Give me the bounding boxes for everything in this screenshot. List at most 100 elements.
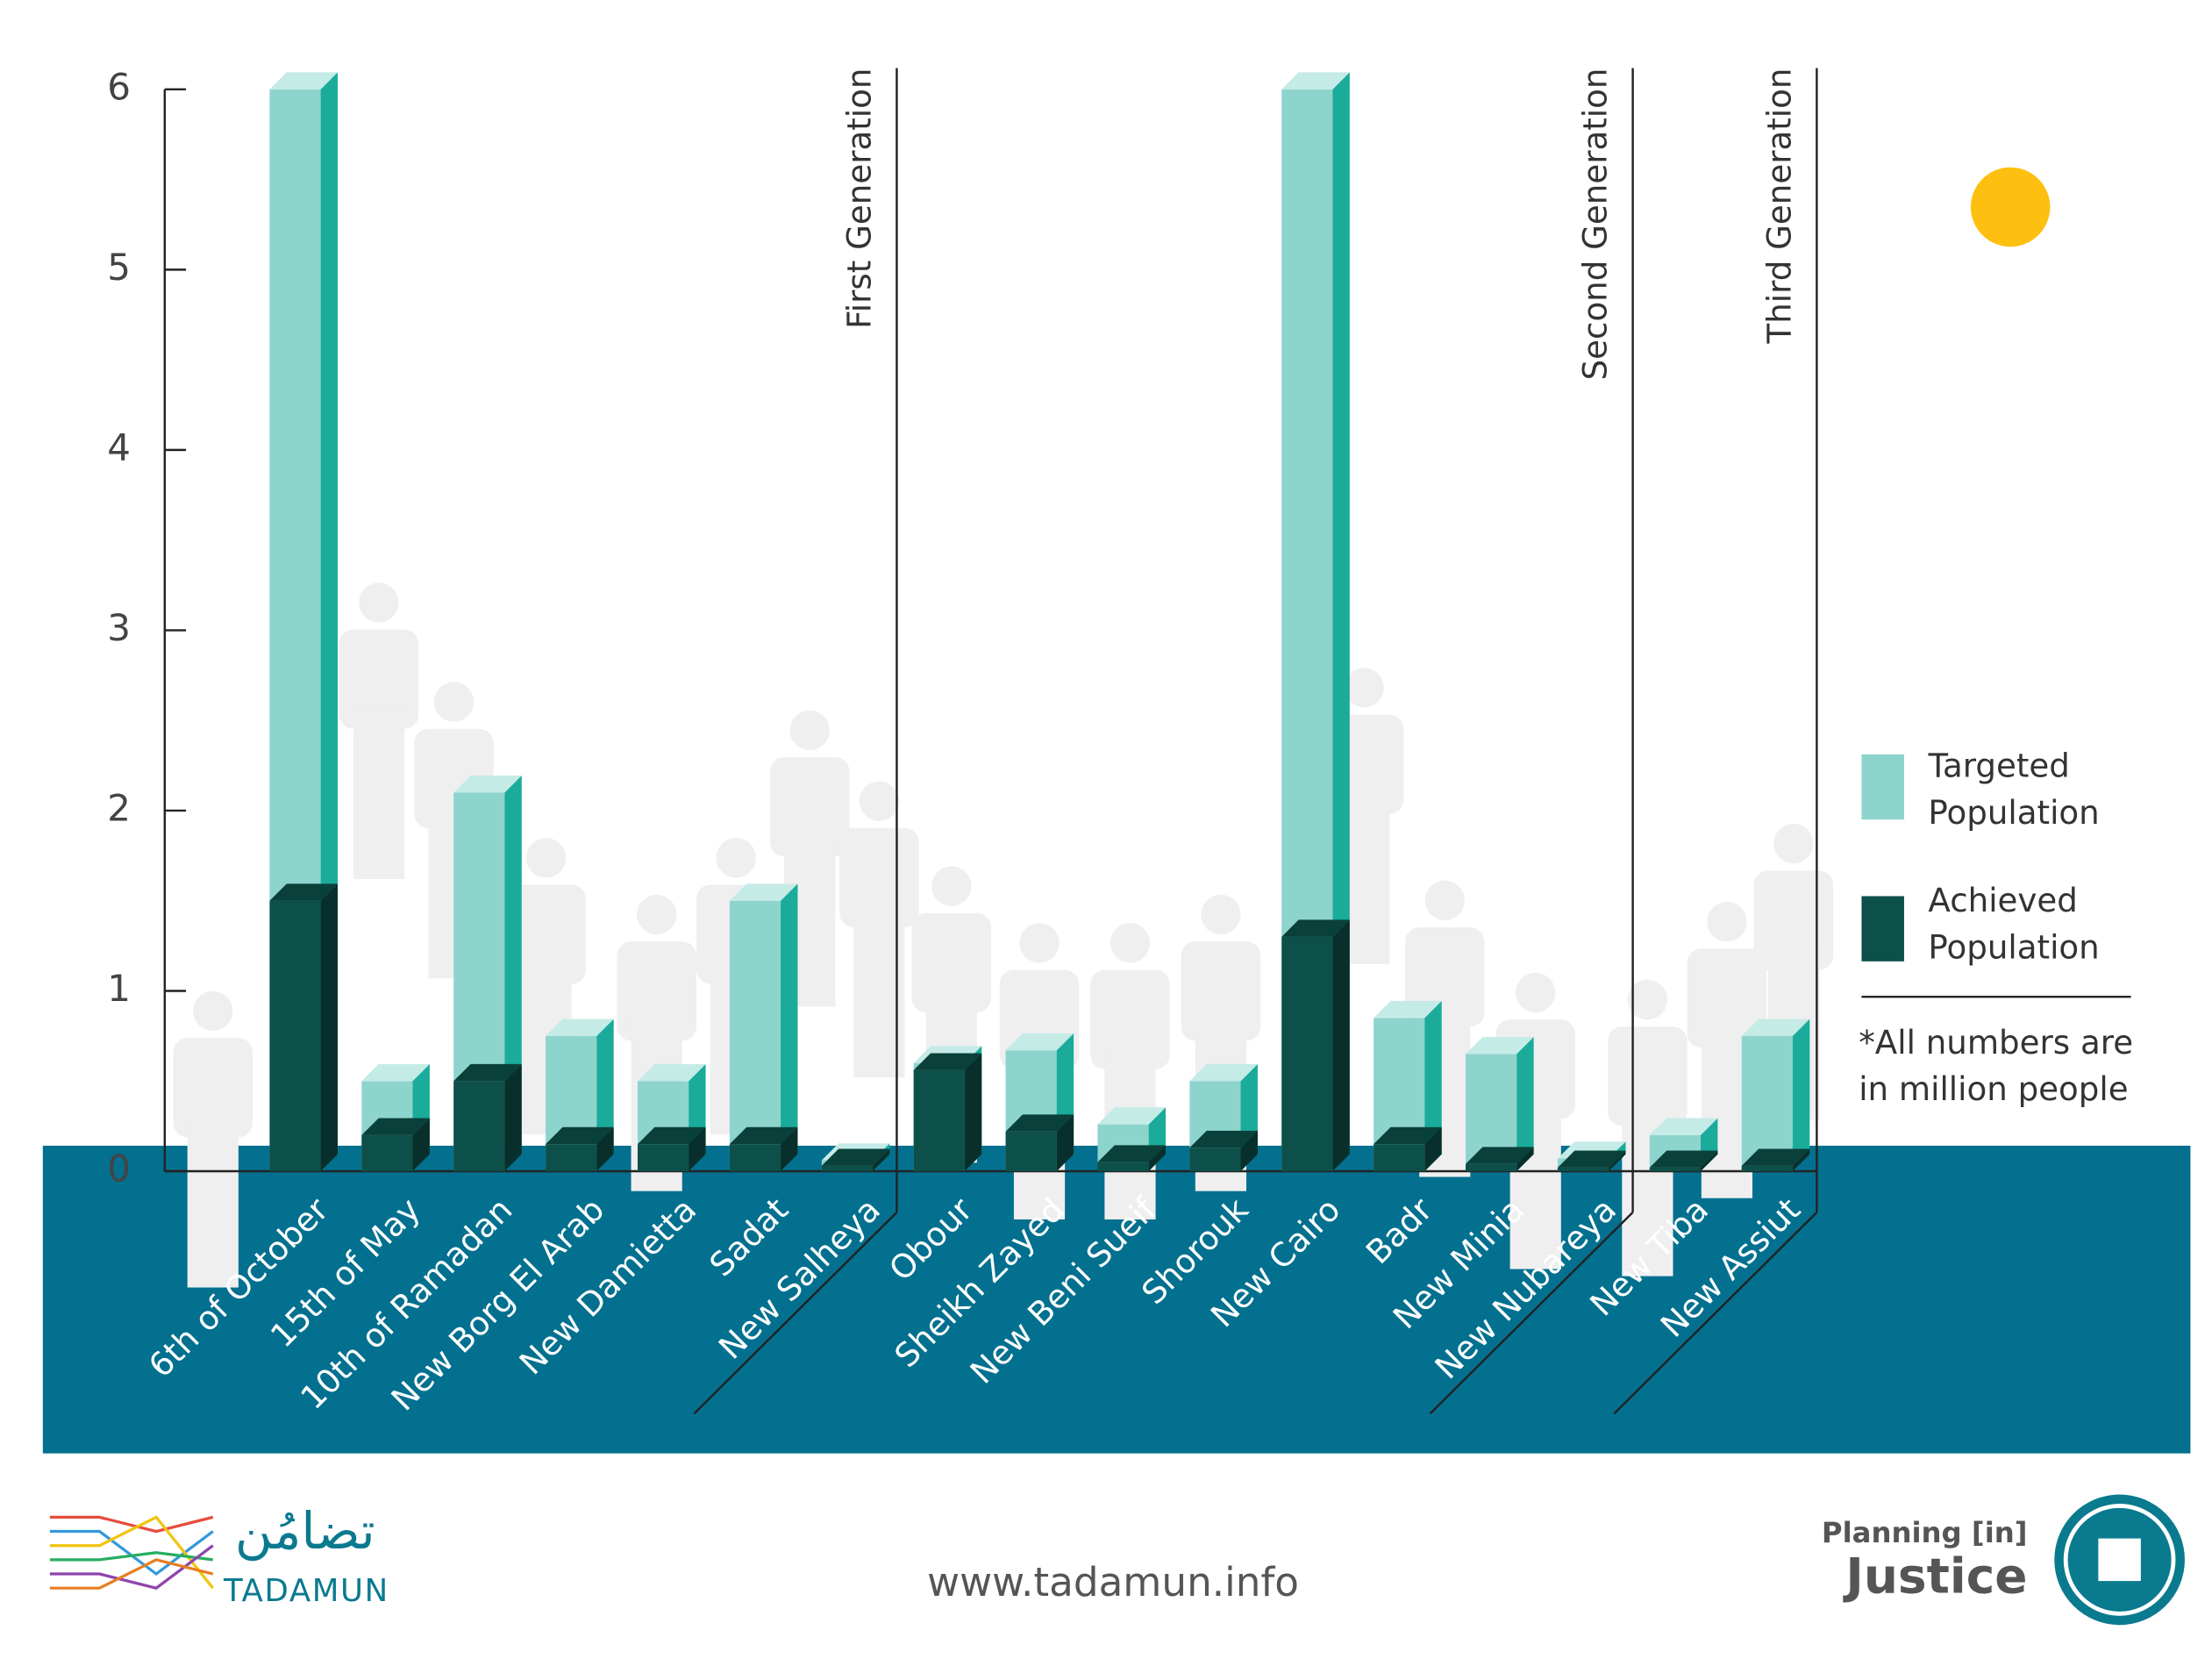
bar-top xyxy=(913,1053,982,1070)
bar-top xyxy=(361,1118,430,1135)
group-label: Third Generation xyxy=(1759,68,1798,345)
bar xyxy=(1281,936,1333,1172)
footer: تضامُن TADAMUN www.tadamun.info Planning… xyxy=(49,1494,2185,1626)
bar-side xyxy=(320,883,338,1172)
y-tick-label: 6 xyxy=(107,65,131,108)
bar xyxy=(1741,1035,1793,1172)
note-box: *All numbers are in million people xyxy=(1859,1025,2134,1109)
bar xyxy=(546,1144,597,1172)
legend-label-box: Targeted Population xyxy=(1928,748,2100,833)
bar-top xyxy=(637,1063,706,1082)
y-tick-label: 3 xyxy=(107,606,131,649)
y-tick-label: 1 xyxy=(107,967,131,1010)
bar-side xyxy=(504,1063,522,1172)
bar-top xyxy=(1097,1145,1167,1162)
bar-top xyxy=(1649,1118,1718,1135)
bar-side xyxy=(596,1126,614,1172)
bar xyxy=(1466,1163,1517,1172)
bar-side xyxy=(964,1053,982,1172)
bar-top xyxy=(729,1126,798,1145)
bar-top xyxy=(1005,1114,1074,1132)
bar-top xyxy=(1005,1033,1074,1051)
bar xyxy=(1097,1162,1149,1172)
bar xyxy=(637,1144,689,1172)
bar-top xyxy=(269,883,338,901)
group-separator-diagonal xyxy=(693,1212,898,1415)
bar-top xyxy=(1649,1150,1718,1168)
bar-top xyxy=(1281,919,1350,937)
bar xyxy=(913,1069,965,1172)
bar-side xyxy=(1516,1147,1534,1172)
brand: TADAMUN xyxy=(223,1573,389,1609)
bar-side xyxy=(1516,1037,1534,1172)
bar-top xyxy=(269,72,338,89)
bar-top xyxy=(1097,1107,1167,1125)
y-tick-label: 4 xyxy=(107,425,131,468)
group-label: Second Generation xyxy=(1576,68,1615,381)
legend-label: Targeted Population xyxy=(1928,748,2100,833)
legend-label: Achieved Population xyxy=(1928,883,2100,968)
sun-decoration xyxy=(1970,167,2051,247)
bar-top xyxy=(1466,1147,1534,1164)
y-tick-label: 0 xyxy=(107,1148,131,1191)
legend-swatch xyxy=(1861,896,1904,962)
bar-side xyxy=(1332,919,1350,1172)
bar xyxy=(1189,1148,1241,1172)
bar xyxy=(1557,1167,1609,1172)
bar-top xyxy=(546,1019,614,1036)
bar-top xyxy=(1466,1037,1534,1055)
bar-top xyxy=(546,1126,614,1145)
bar-top xyxy=(1189,1130,1258,1148)
bar-top xyxy=(453,776,522,793)
bar-side xyxy=(1240,1130,1258,1172)
bar-top xyxy=(1374,1000,1442,1019)
partner-bottom: Justice xyxy=(1842,1548,2027,1605)
bar-side xyxy=(1148,1145,1167,1172)
bar-top xyxy=(361,1063,430,1082)
bar-top xyxy=(1281,72,1350,89)
group-label: First Generation xyxy=(840,68,879,329)
bar-top xyxy=(1374,1126,1442,1145)
bar-side xyxy=(1332,72,1350,1172)
bar-side xyxy=(1424,1126,1442,1172)
bar xyxy=(729,1144,781,1172)
group-separator-diagonal xyxy=(1429,1212,1634,1415)
bar xyxy=(729,900,781,1172)
y-tick-label: 2 xyxy=(107,786,131,829)
tadamun-logo-lines xyxy=(49,1515,215,1590)
bar xyxy=(1741,1165,1793,1172)
brand-arabic: تضامُن xyxy=(235,1501,375,1562)
bar-top xyxy=(821,1148,890,1166)
bar-side xyxy=(1056,1114,1074,1172)
bar-side xyxy=(1792,1148,1810,1172)
bar-top xyxy=(1557,1150,1626,1168)
bar-side xyxy=(781,883,798,1172)
note: *All numbers are in million people xyxy=(1859,1025,2134,1109)
bar xyxy=(453,1081,505,1172)
bar-top xyxy=(637,1126,706,1145)
bar xyxy=(269,900,321,1172)
bar-side xyxy=(872,1148,890,1172)
bar-top xyxy=(1741,1148,1810,1166)
bar-top xyxy=(1741,1019,1810,1036)
partner-top: Planning [in] xyxy=(1822,1516,2028,1549)
bar-side xyxy=(1701,1150,1718,1172)
y-tick-label: 5 xyxy=(107,246,131,289)
bar-side xyxy=(1609,1150,1626,1172)
partner-logo-icon xyxy=(2098,1538,2141,1582)
legend-label-box: Achieved Population xyxy=(1928,883,2100,968)
url: www.tadamun.info xyxy=(927,1559,1299,1605)
group-separator-diagonal xyxy=(1613,1212,1818,1415)
bar-top xyxy=(729,883,798,901)
bar-side xyxy=(412,1118,430,1172)
bar xyxy=(821,1165,873,1172)
bar xyxy=(1005,1131,1057,1172)
bar-side xyxy=(1792,1019,1810,1172)
bar-side xyxy=(689,1126,706,1172)
bar xyxy=(1374,1144,1425,1172)
bar xyxy=(361,1134,413,1172)
bar-top xyxy=(453,1063,522,1082)
legend-swatch xyxy=(1861,754,1904,820)
